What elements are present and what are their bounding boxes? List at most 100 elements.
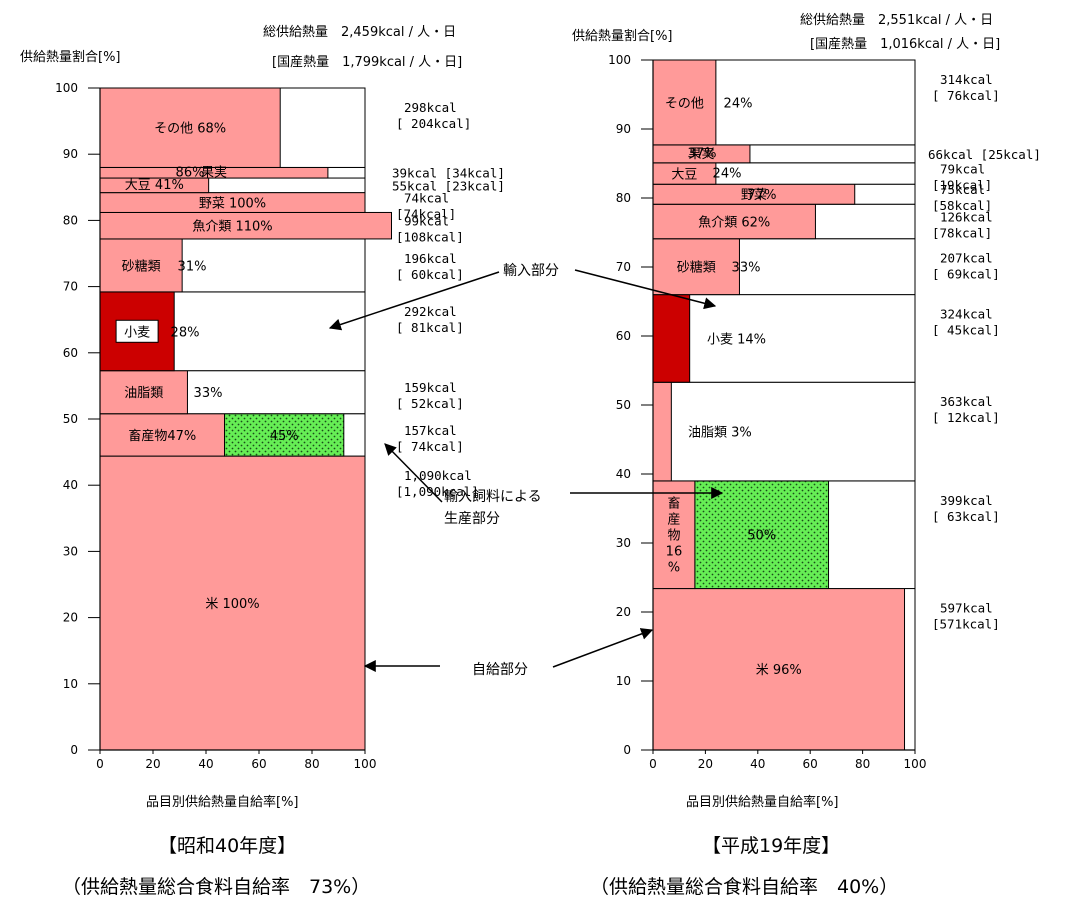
kcal-domestic-油脂類: [ 12kcal]: [932, 410, 1000, 425]
item-label-大豆: 大豆: [671, 167, 697, 182]
kcal-domestic-その他: [ 76kcal]: [932, 88, 1000, 103]
total-supply-label: 総供給熱量 2,459kcal / 人・日: [263, 25, 456, 40]
item-label-砂糖類: 砂糖類: [122, 258, 161, 274]
y-tick-label: 100: [55, 81, 78, 95]
domestic-supply-label: [国産熱量 1,799kcal / 人・日]: [272, 54, 462, 70]
y-tick-label: 50: [616, 398, 631, 412]
kcal-domestic-油脂類: [ 52kcal]: [396, 396, 464, 411]
kcal-domestic-大豆: [19kcal]: [932, 178, 992, 193]
item-label-小麦: 小麦 14%: [707, 332, 766, 347]
chart-showa40: 総供給熱量 2,459kcal / 人・日 [国産熱量 1,799kcal / …: [20, 25, 505, 898]
y-axis-title: 供給熱量割合[%]: [20, 49, 121, 65]
item-label-畜産物-2: 物: [667, 529, 680, 544]
y-tick-label: 10: [63, 677, 78, 691]
kcal-domestic-小麦: [ 81kcal]: [396, 320, 464, 335]
item-label-畜産物-0: 畜: [667, 496, 680, 512]
y-tick-label: 80: [616, 191, 631, 205]
x-tick-label: 40: [750, 757, 765, 771]
kcal-total-その他: 314kcal: [940, 72, 993, 87]
item-pct-果実: 37%: [688, 147, 717, 162]
item-label-大豆: 大豆 41%: [125, 178, 184, 193]
kcal-total-魚介類: 99kcal: [404, 214, 449, 229]
annotation-import-part: 輸入部分: [503, 263, 559, 279]
item-label-果実: 果実: [201, 165, 227, 181]
feed-label-畜産物: 50%: [747, 529, 776, 544]
chart-subtitle: （供給熱量総合食料自給率 73%）: [62, 876, 370, 898]
kcal-total-畜産物: 399kcal: [940, 493, 993, 508]
item-pct-油脂類: 33%: [194, 386, 223, 401]
x-tick-label: 100: [904, 757, 927, 771]
kcal-total-魚介類: 126kcal: [940, 209, 993, 224]
total-supply-label: 総供給熱量 2,551kcal / 人・日: [800, 13, 993, 28]
y-tick-label: 70: [63, 280, 78, 294]
kcal-label-果実: 66kcal [25kcal]: [928, 147, 1041, 162]
x-axis-title: 品目別供給熱量自給率[%]: [146, 794, 299, 810]
kcal-total-砂糖類: 196kcal: [404, 251, 457, 266]
arrow-feed-left: [384, 443, 443, 503]
item-pct-小麦: 28%: [171, 325, 200, 340]
x-tick-label: 20: [698, 757, 713, 771]
kcal-domestic-砂糖類: [ 60kcal]: [396, 267, 464, 282]
arrow-self-right: [552, 628, 654, 668]
kcal-domestic-小麦: [ 45kcal]: [932, 323, 1000, 338]
feed-label-畜産物: 45%: [270, 429, 299, 444]
item-label-砂糖類: 砂糖類: [677, 260, 716, 276]
x-tick-label: 20: [145, 757, 160, 771]
import-segment-油脂類: [652, 381, 916, 482]
self-supply-bar-砂糖類: [99, 238, 183, 293]
item-label-野菜: 野菜: [741, 188, 767, 203]
x-tick-label: 100: [354, 757, 377, 771]
item-label-油脂類: 油脂類: [124, 386, 163, 401]
item-pct-砂糖類: 31%: [178, 259, 207, 274]
y-tick-label: 40: [63, 478, 78, 492]
x-tick-label: 0: [649, 757, 657, 771]
kcal-total-畜産物: 157kcal: [404, 423, 457, 438]
y-tick-label: 60: [63, 346, 78, 360]
kcal-total-小麦: 292kcal: [404, 304, 457, 319]
item-label-畜産物-4: %: [668, 561, 680, 576]
y-tick-label: 30: [63, 544, 78, 558]
item-label-魚介類: 魚介類 62%: [698, 215, 770, 230]
feed-segment-畜産物: [224, 413, 345, 457]
kcal-domestic-野菜: [58kcal]: [932, 198, 992, 213]
item-pct-砂糖類: 33%: [732, 261, 761, 276]
item-pct-その他: 24%: [724, 96, 753, 111]
annotation-feed-part-line2: 生産部分: [444, 511, 500, 527]
kcal-domestic-畜産物: [ 63kcal]: [932, 509, 1000, 524]
label-box-小麦: [115, 319, 159, 343]
y-tick-label: 0: [623, 743, 631, 757]
item-label-畜産物-1: 産: [667, 512, 680, 528]
arrow-import-right: [574, 269, 717, 310]
chart-heisei19: 総供給熱量 2,551kcal / 人・日 [国産熱量 1,016kcal / …: [572, 13, 1041, 898]
self-supply-bar-魚介類: [652, 203, 816, 240]
kcal-domestic-魚介類: [108kcal]: [396, 230, 464, 245]
y-tick-label: 80: [63, 213, 78, 227]
self-supply-bar-畜産物: [99, 413, 226, 457]
kcal-total-大豆: 79kcal: [940, 162, 985, 177]
y-tick-label: 30: [616, 536, 631, 550]
x-tick-label: 60: [251, 757, 266, 771]
item-label-畜産物-3: 16: [666, 545, 683, 560]
kcal-total-砂糖類: 207kcal: [940, 251, 993, 266]
self-supply-bar-米: [99, 455, 366, 751]
self-supply-bar-油脂類: [652, 381, 672, 482]
y-tick-label: 90: [63, 147, 78, 161]
kcal-total-米: 1,090kcal: [404, 468, 472, 483]
kcal-total-その他: 298kcal: [404, 100, 457, 115]
kcal-total-油脂類: 159kcal: [404, 380, 457, 395]
item-label-畜産物: 畜産物47%: [128, 428, 196, 444]
self-supply-bar-小麦: [652, 294, 691, 383]
x-tick-label: 0: [96, 757, 104, 771]
item-label-米: 米 100%: [205, 597, 259, 612]
kcal-domestic-その他: [ 204kcal]: [396, 116, 471, 131]
x-axis-title: 品目別供給熱量自給率[%]: [686, 794, 839, 810]
kcal-domestic-米: [1,090kcal]: [396, 484, 479, 499]
item-label-油脂類: 油脂類 3%: [688, 426, 752, 441]
y-axis-title: 供給熱量割合[%]: [572, 28, 673, 44]
y-tick-label: 100: [608, 53, 631, 67]
import-segment-小麦: [652, 294, 916, 383]
self-supply-bar-砂糖類: [652, 238, 740, 296]
y-tick-label: 60: [616, 329, 631, 343]
y-tick-label: 90: [616, 122, 631, 136]
y-tick-label: 10: [616, 674, 631, 688]
